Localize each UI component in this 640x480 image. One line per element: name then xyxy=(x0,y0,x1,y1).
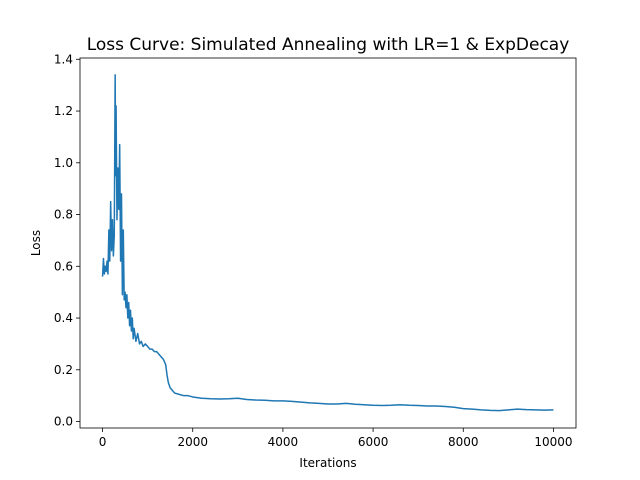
y-tick-label: 0.2 xyxy=(54,363,73,377)
y-tick-label: 1.4 xyxy=(54,52,73,66)
plot-area xyxy=(79,57,577,429)
y-tick-label: 1.2 xyxy=(54,104,73,118)
x-tick-label: 2000 xyxy=(177,435,208,449)
plot-frame xyxy=(79,57,577,429)
y-tick-label: 0.6 xyxy=(54,259,73,273)
y-axis: 0.0 0.2 0.4 0.6 0.8 1.0 1.2 1.4 xyxy=(54,52,80,429)
chart-title: Loss Curve: Simulated Annealing with LR=… xyxy=(87,35,570,55)
x-tick-label: 8000 xyxy=(448,435,479,449)
x-axis: 0 2000 4000 6000 8000 10000 xyxy=(99,428,573,449)
x-tick-label: 0 xyxy=(99,435,107,449)
loss-line xyxy=(101,74,554,412)
x-tick-label: 10000 xyxy=(534,435,572,449)
y-tick-label: 1.0 xyxy=(54,156,73,170)
x-axis-label: Iterations xyxy=(299,456,356,470)
y-axis-label: Loss xyxy=(29,230,43,256)
y-tick-label: 0.4 xyxy=(54,311,73,325)
y-tick-label: 0.8 xyxy=(54,208,73,222)
plot-background xyxy=(80,58,576,428)
y-tick-label: 0.0 xyxy=(54,415,73,429)
x-tick-label: 6000 xyxy=(358,435,389,449)
x-tick-label: 4000 xyxy=(268,435,299,449)
